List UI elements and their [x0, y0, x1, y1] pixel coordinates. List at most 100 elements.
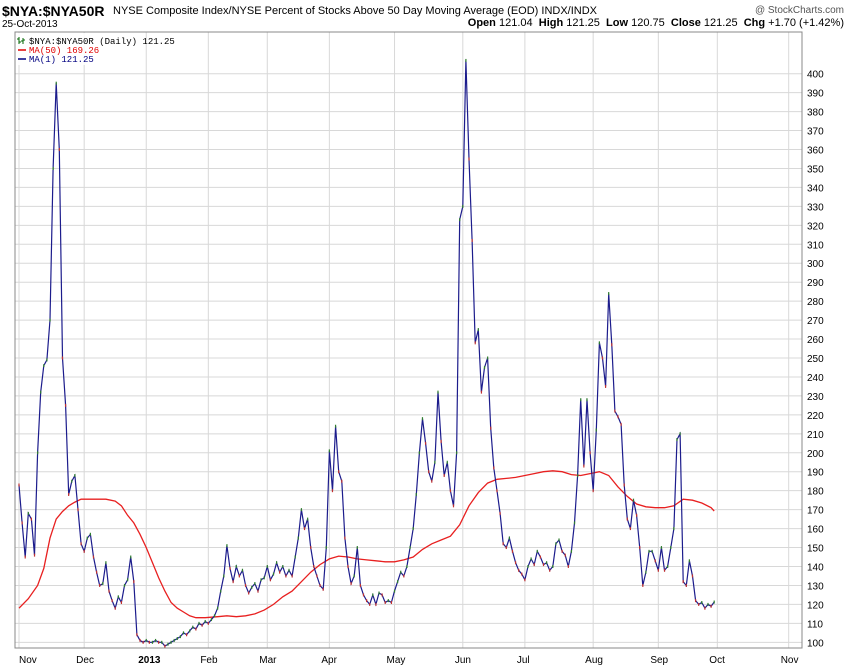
price-point [592, 489, 594, 493]
legend-label-ma1: MA(1) 121.25 [29, 55, 94, 65]
price-point [154, 638, 157, 642]
price-point [514, 561, 517, 565]
price-point [328, 449, 330, 453]
price-point [24, 555, 26, 559]
price-point [698, 602, 700, 606]
price-point [530, 557, 532, 561]
price-point [468, 157, 470, 161]
price-point [356, 546, 358, 550]
price-point [412, 527, 414, 531]
y-tick-label: 120 [807, 600, 824, 611]
y-tick-label: 290 [807, 278, 824, 289]
ma50-line [18, 470, 715, 619]
price-point [331, 489, 334, 493]
price-point [415, 492, 417, 496]
price-point [564, 553, 566, 557]
price-point [77, 508, 79, 512]
y-tick-label: 160 [807, 525, 824, 536]
price-point [201, 623, 203, 627]
price-point [148, 640, 150, 644]
price-point [477, 328, 479, 332]
legend-background [17, 33, 125, 65]
brand-link[interactable]: @ StockCharts.com [754, 5, 844, 16]
price-point [220, 589, 222, 593]
ohlc-readout: Open 121.04 High 121.25 Low 120.75 Close… [468, 17, 844, 29]
x-tick-label: Jun [455, 655, 471, 666]
x-tick-label: Dec [76, 655, 94, 666]
price-point [30, 517, 33, 521]
price-point [645, 570, 647, 574]
price-point [291, 574, 293, 578]
price-point [260, 578, 262, 582]
price-point [40, 390, 42, 394]
price-point [359, 583, 361, 587]
price-point [499, 511, 501, 515]
close-value: 121.25 [703, 17, 738, 29]
price-point [629, 527, 632, 531]
price-point [366, 599, 368, 603]
price-point [307, 517, 309, 521]
plot-frame [14, 31, 803, 649]
open-label: Open [467, 17, 496, 29]
price-point [452, 504, 455, 508]
price-point [710, 604, 712, 608]
price-point [524, 578, 526, 582]
y-tick-label: 380 [807, 108, 824, 119]
price-point [272, 572, 275, 576]
price-point [241, 568, 244, 572]
price-point [372, 593, 374, 597]
price-point [694, 599, 697, 603]
price-point [303, 527, 306, 531]
y-tick-label: 260 [807, 335, 824, 346]
price-point [527, 564, 529, 568]
price-point [682, 580, 684, 584]
price-point [580, 398, 582, 402]
price-point [403, 574, 405, 578]
price-point [577, 474, 579, 478]
price-point [263, 576, 265, 580]
price-point [248, 591, 250, 595]
y-tick-label: 140 [807, 562, 824, 573]
price-point [496, 489, 498, 493]
price-point [350, 582, 352, 586]
price-point [204, 619, 206, 623]
price-point [465, 58, 467, 62]
price-point [639, 546, 641, 550]
series-layer [18, 58, 715, 648]
price-point [558, 538, 560, 542]
price-point [660, 546, 663, 550]
legend-item-ma50: MA(50) 169.26 [18, 46, 99, 56]
y-tick-label: 150 [807, 544, 824, 555]
y-tick-label: 100 [807, 638, 824, 649]
price-point [297, 536, 299, 540]
price-point [400, 570, 402, 574]
x-tick-label: 2013 [138, 655, 161, 666]
price-point [428, 470, 430, 474]
price-point [362, 593, 365, 597]
price-point [158, 640, 160, 644]
price-point [279, 570, 281, 574]
y-tick-label: 390 [807, 89, 824, 100]
price-point [546, 561, 548, 565]
price-point [583, 464, 585, 468]
price-point [185, 633, 188, 637]
price-point [310, 546, 312, 550]
price-point [654, 559, 656, 563]
price-point [676, 438, 678, 442]
price-point [449, 489, 451, 493]
price-point [58, 148, 60, 152]
price-point [384, 601, 386, 605]
price-point [490, 426, 492, 430]
y-tick-label: 370 [807, 127, 824, 138]
price-point [670, 546, 672, 550]
x-tick-label: Nov [19, 655, 37, 666]
price-point [61, 356, 64, 360]
y-tick-label: 220 [807, 411, 824, 422]
price-point [424, 441, 427, 445]
price-point [375, 602, 377, 606]
price-point [123, 583, 126, 587]
price-point [685, 583, 687, 587]
price-point [561, 549, 563, 553]
price-point [325, 546, 327, 550]
price-point [334, 424, 337, 428]
